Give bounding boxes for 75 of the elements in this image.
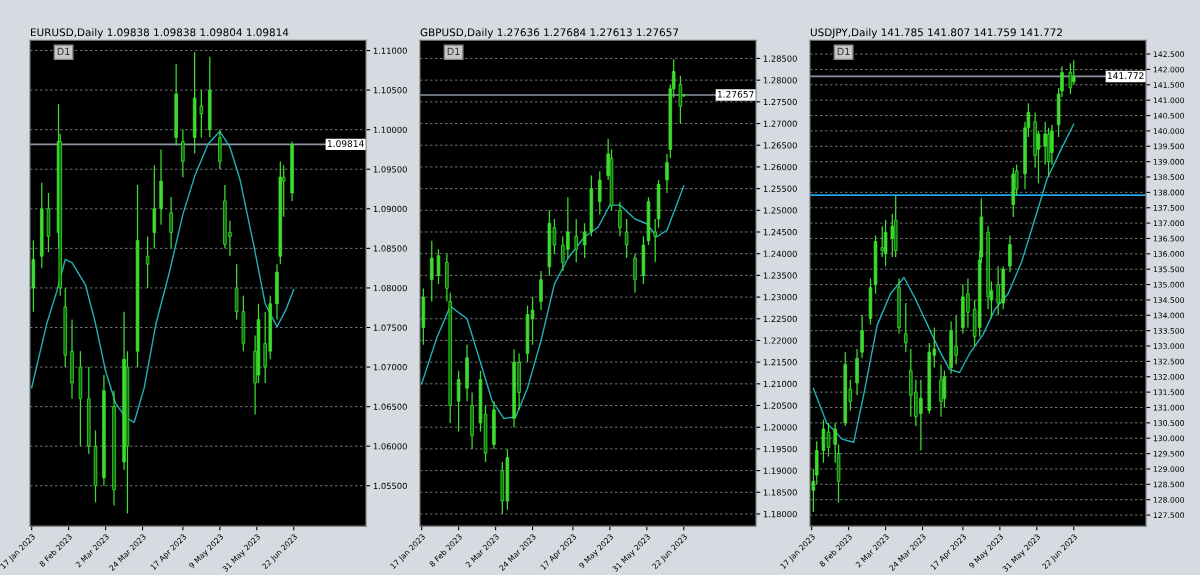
candlestick (890, 213, 895, 258)
candlestick (199, 89, 204, 139)
candlestick (574, 218, 578, 263)
y-tick-label: 1.27500 (763, 98, 797, 106)
annotation: D1 (837, 47, 850, 55)
line-series (30, 130, 295, 424)
y-tick-label: 1.28500 (763, 55, 797, 62)
candlestick (1068, 62, 1073, 95)
candlestick (624, 218, 629, 259)
candlestick (598, 170, 602, 216)
y-tick-label: 1.10500 (373, 87, 407, 94)
y-tick-label: 1.20500 (763, 402, 797, 409)
candlestick (430, 240, 434, 303)
candlestick (883, 219, 888, 267)
annotation: D1 (447, 47, 460, 55)
candlestick (1072, 59, 1076, 86)
chart-title: GBPUSD,Daily 1.27636 1.27684 1.27613 1.27657 (420, 28, 679, 39)
y-tick-label: 1.08000 (373, 284, 407, 292)
annotation: D1 (57, 47, 70, 55)
y-tick-label: 1.27000 (763, 120, 797, 127)
y-tick-label: 1.07000 (373, 364, 407, 371)
y-tick-label: 1.21500 (763, 359, 797, 366)
y-tick-label: 1.24500 (763, 228, 797, 236)
candlestick (539, 270, 543, 311)
y-tick-label: 1.10000 (373, 126, 407, 133)
ref-line-label: 1.27657 (717, 90, 754, 98)
y-tick-label: 1.23000 (763, 294, 797, 301)
y-tick-label: 1.19500 (763, 445, 797, 453)
candlestick (582, 222, 587, 259)
candlestick (904, 302, 908, 353)
y-tick-label: 1.11000 (373, 47, 407, 54)
y-tick-label: 1.24000 (763, 250, 797, 257)
y-tick-label: 1.07500 (373, 324, 407, 331)
y-tick-label: 1.22000 (763, 337, 797, 344)
y-tick-label: 1.08500 (373, 245, 407, 252)
candlestick (218, 129, 222, 170)
candlestick (665, 153, 669, 194)
y-tick-label: 1.21000 (763, 380, 797, 388)
candlestick (633, 253, 637, 294)
chart-title: USDJPY,Daily 141.785 141.807 141.759 141.772 (810, 28, 1062, 39)
y-tick-label: 1.23500 (763, 272, 797, 279)
line-series (812, 123, 1075, 443)
y-tick-label: 1.25000 (763, 207, 797, 214)
candlestick (1043, 121, 1047, 166)
y-tick-label: 1.26500 (763, 142, 797, 149)
y-tick-label: 1.18500 (763, 489, 797, 496)
y-tick-label: 1.28000 (763, 77, 797, 84)
chart-title: EURUSD,Daily 1.09838 1.09838 1.09804 1.09814 (31, 28, 289, 39)
line-series (420, 185, 685, 420)
candlestick (860, 314, 864, 359)
y-tick-label: 1.05500 (373, 482, 407, 490)
candlestick (152, 164, 157, 249)
candlestick (234, 263, 239, 321)
ref-line-label: 1.09814 (327, 140, 364, 148)
candlestick (939, 363, 943, 418)
candlestick (880, 225, 884, 258)
y-tick-label: 1.19000 (763, 467, 797, 474)
candlestick (618, 201, 622, 237)
candlestick (169, 196, 173, 249)
y-tick-label: 1.09000 (373, 205, 407, 213)
candlestick (456, 370, 461, 433)
candlestick (821, 419, 826, 464)
y-tick-label: 1.25500 (763, 185, 797, 192)
y-tick-label: 1.20000 (763, 424, 797, 431)
y-tick-label: 1.18000 (763, 510, 797, 518)
y-tick-label: 1.26000 (763, 163, 797, 171)
candlestick (145, 235, 150, 289)
y-tick-label: 1.09500 (373, 166, 407, 173)
y-tick-label: 1.06500 (373, 403, 407, 410)
candlestick (1008, 234, 1012, 273)
y-tick-label: 1.22500 (763, 315, 797, 323)
candlestick (181, 129, 185, 178)
candlestick (436, 248, 441, 285)
y-tick-label: 1.06000 (373, 443, 407, 450)
ref-line-label: 141.772 (1107, 72, 1144, 79)
